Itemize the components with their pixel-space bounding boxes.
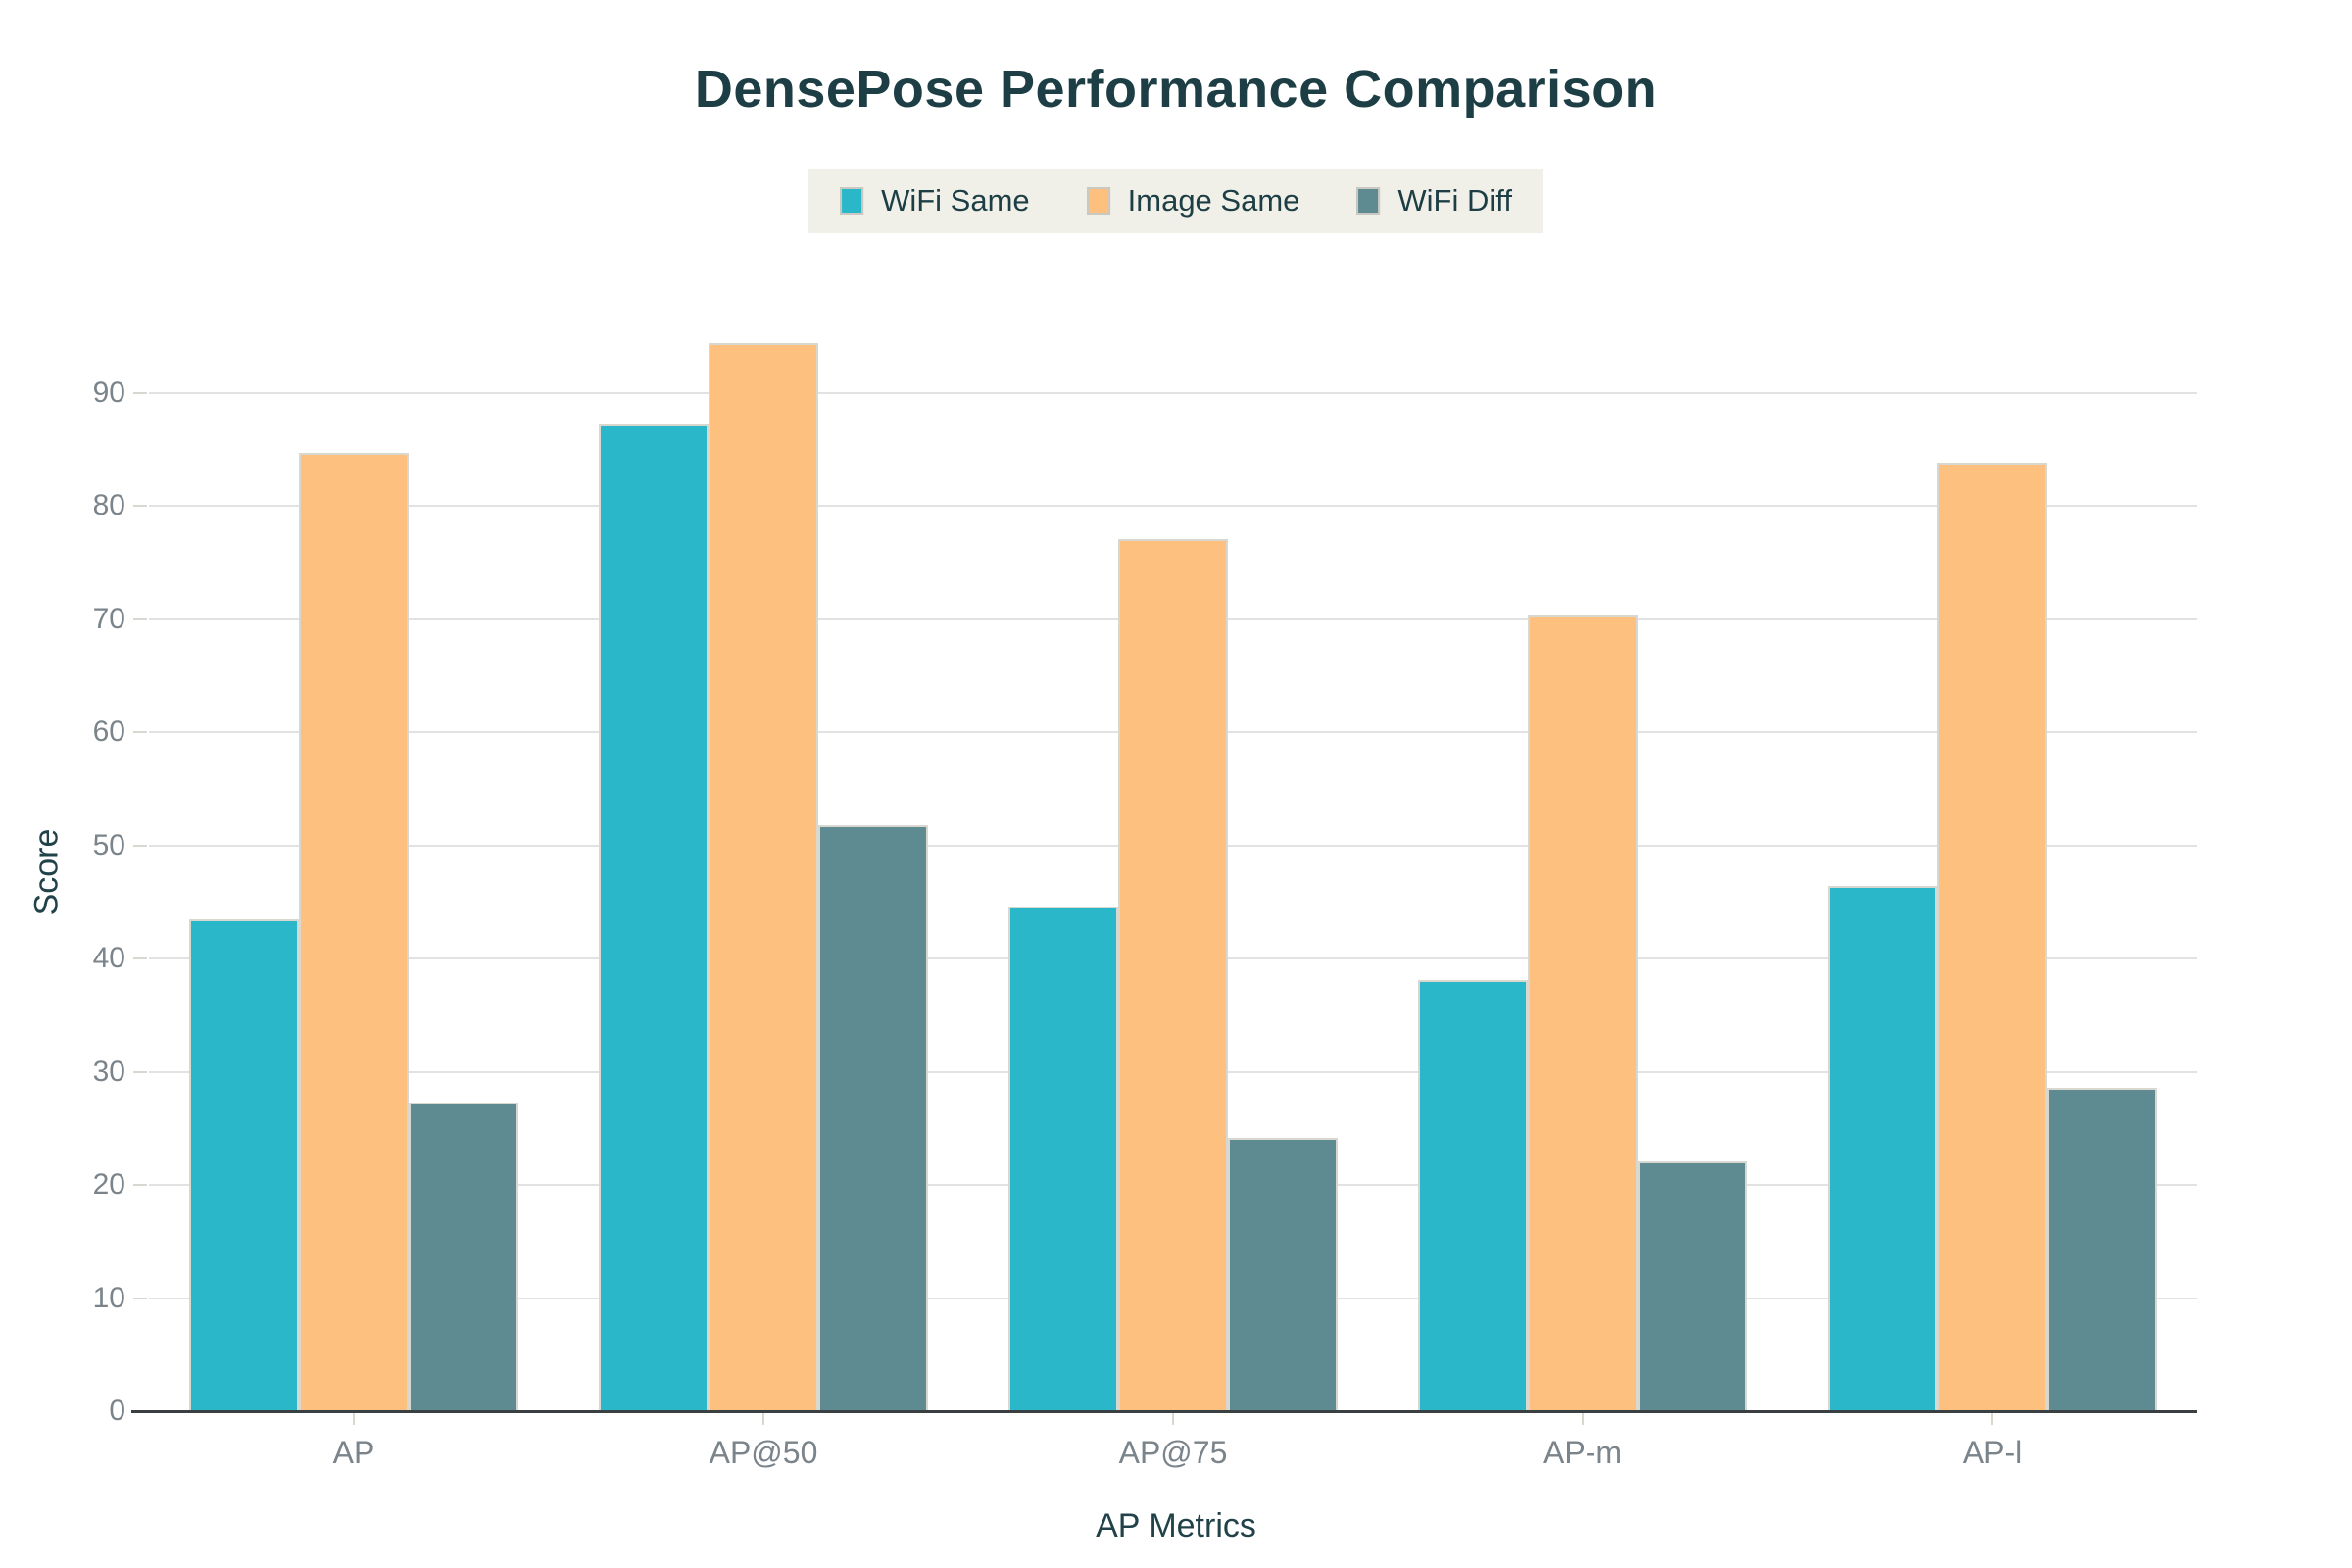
legend-swatch-icon (840, 187, 864, 215)
bar-image-same-AP (299, 452, 409, 1411)
legend-item-image-same[interactable]: Image Same (1086, 183, 1300, 219)
y-tick-label-90: 90 (92, 375, 125, 409)
bar-wifi-same-AP@50 (599, 424, 709, 1411)
x-axis-title: AP Metrics (1096, 1507, 1256, 1544)
bar-image-same-AP-m (1528, 615, 1638, 1411)
chart-title: DensePose Performance Comparison (694, 60, 1658, 119)
y-tick-mark-50 (133, 844, 147, 847)
y-tick-mark-70 (133, 617, 147, 620)
bar-wifi-diff-AP-l (2047, 1087, 2157, 1411)
x-tick-mark-AP-m (1582, 1413, 1584, 1425)
x-tick-mark-AP-l (1991, 1413, 1993, 1425)
y-tick-label-0: 0 (109, 1395, 125, 1427)
y-tick-mark-60 (133, 731, 147, 734)
x-tick-label-AP: AP (332, 1435, 375, 1470)
legend-swatch-icon (1086, 187, 1110, 215)
chart-legend: WiFi Same Image Same WiFi Diff (808, 169, 1544, 233)
x-tick-label-AP-l: AP-l (1962, 1435, 2023, 1470)
y-tick-mark-30 (133, 1070, 147, 1073)
y-tick-label-80: 80 (92, 489, 125, 522)
x-axis-baseline (131, 1410, 2197, 1413)
x-tick-label-AP@75: AP@75 (1118, 1435, 1228, 1470)
y-tick-mark-90 (133, 391, 147, 394)
legend-item-wifi-diff[interactable]: WiFi Diff (1356, 183, 1512, 219)
x-tick-label-AP-m: AP-m (1544, 1435, 1622, 1470)
legend-label: Image Same (1127, 183, 1300, 218)
y-tick-mark-80 (133, 505, 147, 508)
bar-wifi-same-AP@75 (1008, 906, 1118, 1411)
bar-image-same-AP-l (1937, 463, 2047, 1411)
y-tick-label-50: 50 (92, 828, 125, 861)
gridline-80 (149, 505, 2197, 508)
gridline-90 (149, 391, 2197, 394)
bar-wifi-same-AP-l (1828, 886, 1937, 1411)
y-tick-mark-10 (133, 1297, 147, 1299)
y-axis-title: Score (27, 828, 66, 916)
legend-label: WiFi Same (881, 183, 1030, 218)
bar-wifi-diff-AP-m (1638, 1160, 1747, 1411)
y-tick-label-30: 30 (92, 1054, 125, 1088)
y-tick-label-10: 10 (92, 1281, 125, 1314)
y-tick-label-40: 40 (92, 942, 125, 975)
bar-wifi-same-AP-m (1418, 980, 1528, 1411)
x-tick-label-AP@50: AP@50 (709, 1435, 818, 1470)
y-tick-label-60: 60 (92, 715, 125, 749)
bar-image-same-AP@75 (1118, 538, 1228, 1411)
legend-item-wifi-same[interactable]: WiFi Same (840, 183, 1030, 219)
x-tick-mark-AP@50 (762, 1413, 764, 1425)
bar-wifi-diff-AP@75 (1228, 1137, 1338, 1411)
y-tick-mark-40 (133, 957, 147, 960)
bar-image-same-AP@50 (709, 342, 818, 1411)
legend-swatch-icon (1356, 187, 1381, 215)
legend-label: WiFi Diff (1397, 183, 1512, 218)
x-tick-mark-AP@75 (1172, 1413, 1174, 1425)
bar-wifi-diff-AP (409, 1102, 518, 1411)
bar-wifi-same-AP (189, 918, 299, 1411)
y-tick-mark-20 (133, 1184, 147, 1187)
x-tick-mark-AP (353, 1413, 355, 1425)
bar-wifi-diff-AP@50 (818, 824, 928, 1411)
y-tick-label-20: 20 (92, 1168, 125, 1201)
y-tick-label-70: 70 (92, 602, 125, 635)
